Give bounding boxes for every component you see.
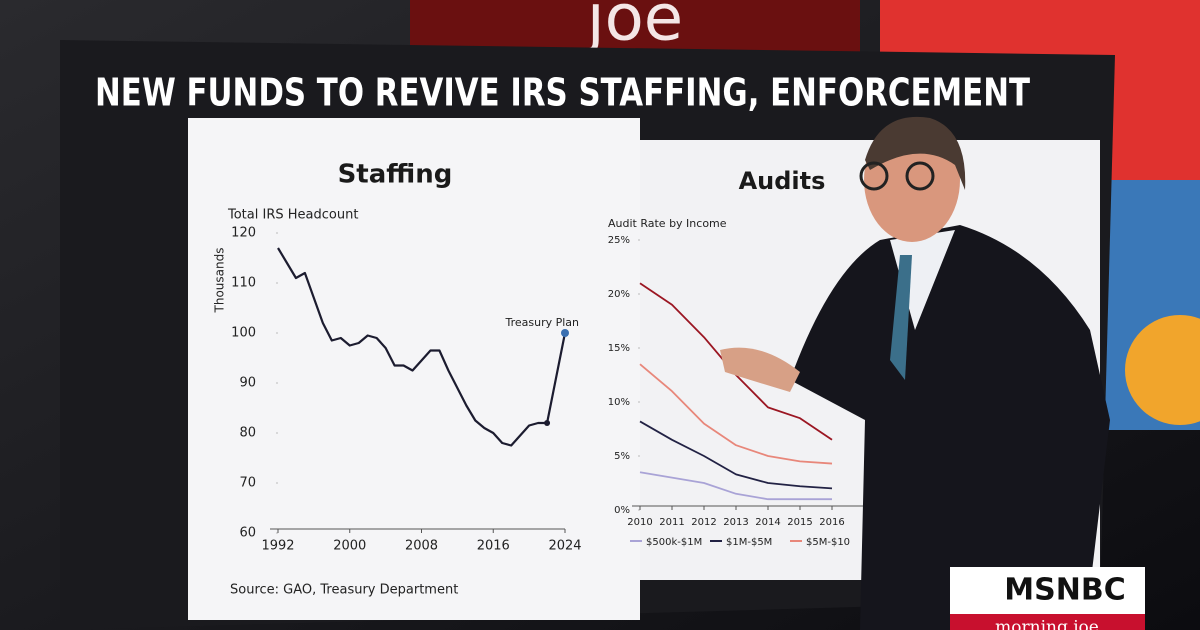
- x-tick-label: 2011: [659, 517, 684, 528]
- legend-label: $500k-$1M: [646, 537, 702, 548]
- y-tick-label: 100: [231, 326, 256, 341]
- show-name: morning joe: [995, 618, 1099, 630]
- chart-subtitle: Audit Rate by Income: [608, 217, 727, 230]
- x-tick-label: 2016: [477, 539, 510, 554]
- y-tick-label: 15%: [608, 343, 630, 354]
- chart-title: Staffing: [338, 160, 453, 190]
- data-line: [639, 363, 833, 465]
- backdrop-logo: joe: [585, 0, 683, 56]
- y-tick-label: 5%: [614, 451, 630, 462]
- x-tick-label: 2000: [333, 539, 366, 554]
- x-tick-label: 1992: [261, 539, 294, 554]
- x-tick-label: 2010: [627, 517, 652, 528]
- highlight-point: [561, 329, 569, 337]
- y-axis-label: Thousands: [213, 248, 227, 314]
- annotation: Treasury Plan: [504, 316, 579, 329]
- y-tick-label: 0%: [614, 505, 630, 516]
- x-tick-label: 2016: [819, 517, 844, 528]
- y-tick-label: 120: [231, 226, 256, 241]
- suit: [790, 225, 1110, 630]
- x-tick-label: 2014: [755, 517, 780, 528]
- data-line: [639, 420, 833, 490]
- x-tick-label: 2012: [691, 517, 716, 528]
- x-tick-label: 2015: [787, 517, 812, 528]
- data-line: [277, 247, 567, 447]
- x-tick-label: 2013: [723, 517, 748, 528]
- hand: [720, 347, 800, 392]
- hair: [865, 116, 966, 190]
- highlight-point: [544, 420, 551, 426]
- y-tick-label: 110: [231, 276, 256, 291]
- x-tick-label: 2008: [405, 539, 438, 554]
- legend-label: $5M-$10: [806, 537, 850, 548]
- headline: NEW FUNDS TO REVIVE IRS STAFFING, ENFORC…: [95, 71, 1030, 115]
- data-line: [639, 471, 832, 501]
- charts: Staffing Total IRS Headcount Thousands 60 70…: [213, 160, 864, 554]
- y-tick-label: 20%: [608, 289, 630, 300]
- y-tick-label: 60: [239, 526, 256, 541]
- chart-subtitle: Total IRS Headcount: [227, 208, 358, 223]
- network-logo-box: [950, 567, 1145, 614]
- glasses: [859, 161, 889, 191]
- source: Source: GAO, Treasury Department: [230, 583, 458, 598]
- y-tick-label: 25%: [608, 235, 630, 246]
- legend-label: $1M-$5M: [726, 537, 772, 548]
- y-tick-label: 90: [239, 376, 256, 391]
- peacock-shape: [1125, 315, 1200, 425]
- glasses: [905, 161, 935, 191]
- y-tick-label: 10%: [608, 397, 630, 408]
- show-band: [950, 614, 1145, 630]
- presenter: [720, 116, 1110, 630]
- network-logo: MSNBC: [1004, 573, 1125, 608]
- x-tick-label: 2024: [548, 539, 581, 554]
- y-tick-label: 70: [239, 476, 256, 491]
- tie: [890, 255, 912, 380]
- chart-title: Audits: [739, 167, 826, 195]
- y-tick-label: 80: [239, 426, 256, 441]
